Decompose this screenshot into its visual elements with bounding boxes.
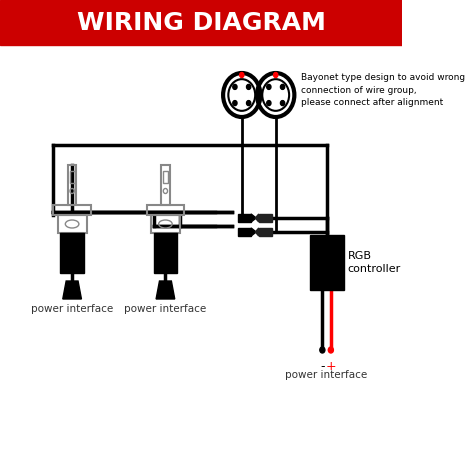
Bar: [154, 233, 177, 273]
Polygon shape: [156, 281, 175, 299]
Circle shape: [246, 84, 251, 90]
Circle shape: [273, 73, 278, 78]
Circle shape: [233, 84, 237, 90]
Text: RGB
controller: RGB controller: [348, 251, 401, 274]
Bar: [54, 205, 91, 215]
Polygon shape: [255, 228, 259, 236]
Bar: [237, 228, 251, 236]
Text: power interface: power interface: [124, 304, 207, 314]
Text: +: +: [326, 360, 336, 373]
Bar: [259, 228, 272, 236]
Circle shape: [267, 84, 271, 90]
Text: Bayonet type design to avoid wrong
connection of wire group,
please connect afte: Bayonet type design to avoid wrong conne…: [301, 73, 465, 107]
Circle shape: [320, 347, 325, 353]
Circle shape: [281, 100, 285, 106]
Bar: [70, 171, 74, 183]
Circle shape: [240, 73, 244, 78]
Bar: [58, 215, 87, 233]
Bar: [151, 215, 180, 233]
Bar: [259, 214, 272, 222]
Bar: [310, 235, 344, 290]
Circle shape: [233, 100, 237, 106]
Text: WIRING DIAGRAM: WIRING DIAGRAM: [77, 10, 326, 35]
Circle shape: [246, 100, 251, 106]
Polygon shape: [251, 214, 256, 222]
Bar: [237, 214, 251, 222]
Text: power interface: power interface: [31, 304, 113, 314]
Bar: [60, 233, 84, 273]
Polygon shape: [255, 214, 259, 222]
Bar: [147, 205, 184, 215]
Polygon shape: [251, 228, 256, 236]
Bar: [163, 171, 168, 183]
Polygon shape: [63, 281, 82, 299]
Circle shape: [267, 100, 271, 106]
Bar: [161, 165, 170, 205]
Bar: [0, 0, 402, 45]
Circle shape: [281, 84, 285, 90]
Bar: [68, 165, 76, 205]
Text: -: -: [320, 360, 325, 373]
Circle shape: [328, 347, 333, 353]
Text: power interface: power interface: [285, 370, 368, 380]
